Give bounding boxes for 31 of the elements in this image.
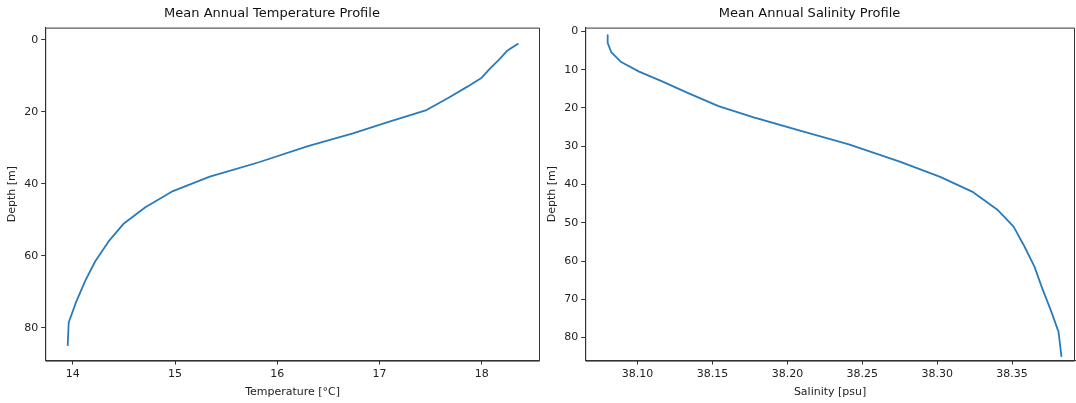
x-tick-label: 38.35: [996, 367, 1028, 381]
x-tick-label: 15: [168, 367, 183, 381]
y-tick-label: 20: [564, 100, 579, 114]
y-tick-label: 70: [564, 292, 579, 306]
x-tick-label: 17: [372, 367, 387, 381]
y-tick-label: 0: [571, 24, 579, 38]
y-tick-label: 10: [564, 62, 579, 76]
y-tick-label: 80: [24, 320, 39, 334]
y-tick-label: 50: [564, 215, 579, 229]
x-axis-title: Temperature [°C]: [244, 385, 341, 399]
x-tick-label: 38.25: [846, 367, 879, 381]
x-tick-label: 38.30: [921, 367, 953, 381]
x-tick-label: 38.10: [621, 367, 654, 381]
y-tick-label: 20: [24, 104, 39, 118]
y-tick-label: 30: [564, 139, 579, 153]
x-tick-label: 14: [65, 367, 80, 381]
y-tick-label: 60: [564, 253, 579, 267]
x-tick-label: 18: [474, 367, 489, 381]
y-axis-title: Depth [m]: [5, 165, 19, 223]
y-tick-label: 60: [24, 248, 39, 262]
y-tick-label: 80: [564, 330, 579, 344]
chart-title: Mean Annual Temperature Profile: [164, 5, 380, 21]
chart-title: Mean Annual Salinity Profile: [718, 5, 901, 21]
x-tick-label: 16: [270, 367, 285, 381]
x-axis-title: Salinity [psu]: [793, 385, 867, 399]
y-axis-title: Depth [m]: [545, 165, 559, 223]
y-tick-label: 40: [564, 177, 579, 191]
x-tick-label: 38.20: [771, 367, 804, 381]
y-tick-label: 40: [24, 176, 39, 190]
x-tick-label: 38.15: [696, 367, 729, 381]
y-tick-label: 0: [31, 32, 39, 46]
